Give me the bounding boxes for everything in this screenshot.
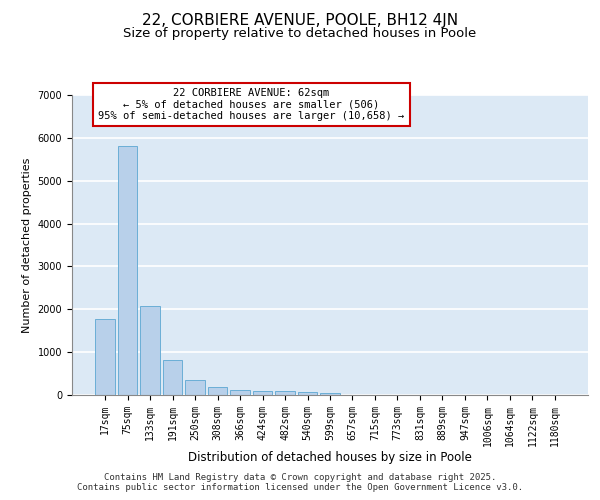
Text: Size of property relative to detached houses in Poole: Size of property relative to detached ho…	[124, 28, 476, 40]
Bar	[163, 360, 182, 395]
Bar	[118, 146, 137, 395]
Bar	[275, 391, 295, 395]
Bar	[185, 380, 205, 395]
Text: Contains HM Land Registry data © Crown copyright and database right 2025.
Contai: Contains HM Land Registry data © Crown c…	[77, 473, 523, 492]
Bar	[253, 391, 272, 395]
Text: 22 CORBIERE AVENUE: 62sqm
← 5% of detached houses are smaller (506)
95% of semi-: 22 CORBIERE AVENUE: 62sqm ← 5% of detach…	[98, 88, 404, 121]
Bar	[140, 306, 160, 395]
Bar	[298, 392, 317, 395]
Bar	[208, 387, 227, 395]
Bar	[95, 318, 115, 395]
Bar	[320, 392, 340, 395]
Y-axis label: Number of detached properties: Number of detached properties	[22, 158, 32, 332]
X-axis label: Distribution of detached houses by size in Poole: Distribution of detached houses by size …	[188, 452, 472, 464]
Bar	[230, 390, 250, 395]
Text: 22, CORBIERE AVENUE, POOLE, BH12 4JN: 22, CORBIERE AVENUE, POOLE, BH12 4JN	[142, 12, 458, 28]
